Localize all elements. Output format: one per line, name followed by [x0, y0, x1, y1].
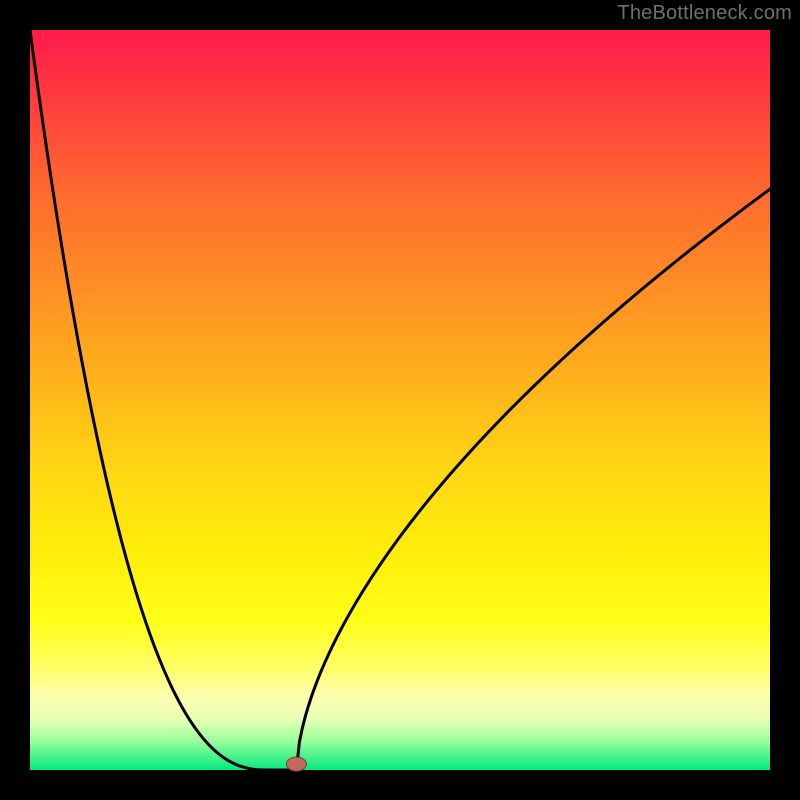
gradient-background: [30, 30, 770, 770]
bottleneck-chart: [0, 0, 800, 800]
chart-stage: TheBottleneck.com: [0, 0, 800, 800]
optimal-point-marker: [286, 757, 306, 771]
attribution-text: TheBottleneck.com: [617, 2, 792, 25]
